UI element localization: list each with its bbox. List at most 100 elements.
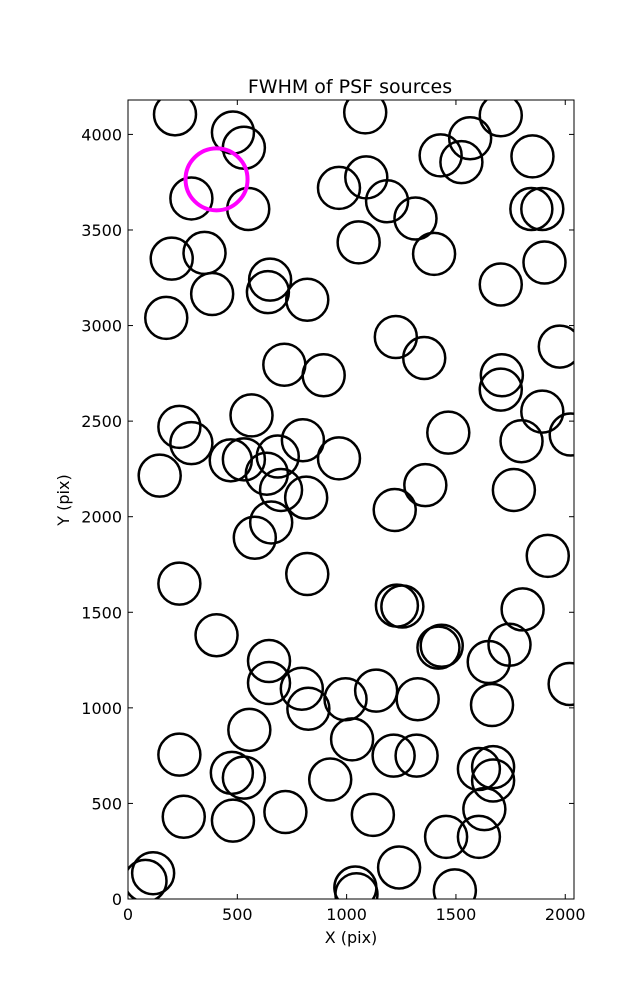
psf-source-marker — [500, 587, 545, 632]
psf-source-marker — [157, 404, 202, 450]
psf-source-marker — [225, 186, 271, 232]
psf-source-marker — [403, 462, 448, 508]
psf-source-marker — [221, 755, 267, 800]
psf-source-marker — [364, 179, 410, 224]
psf-source-marker — [285, 277, 330, 322]
psf-source-marker — [194, 612, 239, 658]
plot-area — [127, 99, 575, 900]
psf-source-marker — [258, 467, 304, 513]
psf-source-marker — [149, 236, 194, 281]
y-tick-label: 4000 — [81, 125, 122, 144]
psf-source-marker — [510, 134, 555, 179]
y-tick-label: 500 — [91, 794, 122, 813]
psf-source-marker — [229, 393, 274, 438]
psf-source-marker — [491, 467, 537, 513]
psf-source-marker — [255, 434, 301, 479]
psf-source-marker — [152, 100, 198, 137]
highlighted-source-marker — [183, 146, 250, 213]
psf-source-marker — [279, 666, 325, 711]
psf-source-marker — [280, 417, 326, 463]
psf-source-marker — [462, 786, 507, 832]
psf-source-marker — [371, 733, 416, 778]
psf-source-marker — [466, 639, 511, 685]
psf-source-marker — [520, 389, 565, 434]
y-tick-label: 3500 — [81, 221, 122, 240]
psf-source-marker — [372, 487, 417, 533]
y-tick-label: 0 — [112, 890, 122, 909]
psf-source-marker — [144, 295, 189, 341]
psf-source-marker — [520, 186, 565, 232]
plot-frame — [127, 99, 575, 900]
psf-source-marker — [353, 668, 399, 713]
psf-source-marker — [401, 335, 447, 381]
x-axis-title: X (pix) — [325, 928, 378, 947]
psf-source-marker — [416, 625, 461, 670]
psf-source-marker — [161, 794, 206, 840]
psf-source-marker — [137, 453, 182, 498]
psf-source-marker — [316, 436, 362, 481]
psf-source-marker — [344, 155, 389, 200]
y-tick-label: 1500 — [81, 603, 122, 622]
y-axis-title: Y (pix) — [54, 474, 73, 526]
psf-source-marker — [395, 677, 440, 722]
psf-source-marker — [334, 871, 379, 899]
psf-source-marker — [394, 733, 439, 778]
y-tick-label: 2500 — [81, 412, 122, 431]
psf-source-marker — [263, 789, 308, 835]
psf-source-marker — [411, 231, 457, 277]
psf-source-marker — [336, 220, 381, 265]
psf-source-marker — [342, 100, 388, 135]
psf-source-marker — [157, 561, 202, 606]
psf-source-marker — [169, 176, 214, 221]
psf-source-marker — [246, 660, 292, 706]
psf-source-marker — [285, 551, 330, 597]
psf-source-marker — [227, 707, 272, 753]
psf-source-marker — [169, 420, 214, 466]
psf-source-marker — [232, 515, 278, 560]
psf-source-marker — [478, 100, 524, 138]
psf-source-marker — [418, 133, 463, 178]
psf-source-marker — [499, 418, 544, 464]
x-tick-label: 2000 — [545, 905, 586, 924]
psf-source-marker — [470, 758, 516, 803]
psf-source-marker — [478, 262, 524, 307]
y-tick-label: 3000 — [81, 317, 122, 336]
y-tick-label: 2000 — [81, 508, 122, 527]
psf-source-marker — [522, 240, 567, 285]
psf-source-marker — [509, 186, 554, 232]
psf-source-marker — [307, 757, 353, 802]
markers-layer — [128, 100, 574, 899]
psf-source-marker — [182, 230, 227, 276]
psf-source-marker — [423, 814, 469, 860]
psf-source-marker — [447, 115, 493, 161]
psf-source-marker — [419, 623, 464, 668]
psf-source-marker — [547, 661, 574, 707]
x-tick-label: 500 — [222, 905, 253, 924]
x-axis: 0 500 1000 1500 2000 — [123, 100, 586, 924]
psf-source-marker — [283, 475, 329, 520]
psf-source-marker — [350, 792, 396, 838]
psf-source-marker — [157, 732, 202, 777]
psf-source-marker — [479, 353, 525, 398]
psf-source-marker — [301, 353, 346, 398]
psf-source-marker — [470, 744, 516, 790]
psf-source-marker — [393, 196, 438, 241]
psf-source-marker — [525, 533, 571, 579]
psf-source-marker — [380, 584, 425, 629]
psf-source-marker — [376, 845, 422, 890]
psf-source-marker — [316, 165, 362, 211]
psf-source-marker — [537, 324, 574, 369]
psf-source-marker — [130, 850, 176, 896]
x-tick-label: 1500 — [436, 905, 477, 924]
psf-source-marker — [548, 412, 574, 457]
psf-source-marker — [426, 410, 471, 455]
psf-source-marker — [210, 798, 256, 843]
psf-source-marker — [189, 271, 235, 317]
psf-source-marker — [329, 717, 375, 762]
x-tick-label: 1000 — [326, 905, 367, 924]
psf-source-marker — [262, 342, 307, 387]
psf-source-marker — [469, 682, 515, 728]
y-axis: 0 500 1000 1500 2000 2500 3000 3500 4000 — [81, 125, 574, 909]
psf-source-marker — [432, 868, 478, 899]
